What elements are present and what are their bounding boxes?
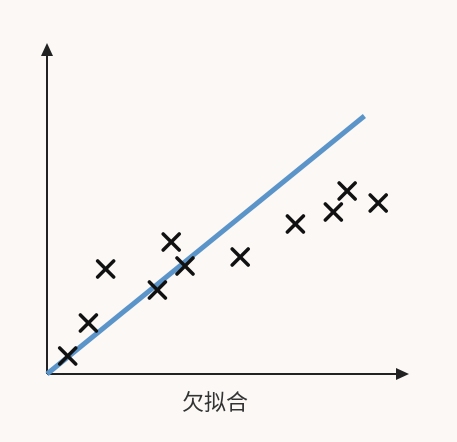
fit-line — [45, 114, 366, 376]
data-point-7 — [230, 247, 250, 267]
axes — [41, 43, 409, 380]
data-point-9 — [323, 202, 344, 222]
data-point-8 — [285, 214, 306, 234]
data-point-10 — [337, 181, 357, 201]
data-point-11 — [368, 193, 388, 213]
data-point-5 — [161, 232, 181, 252]
data-point-6 — [175, 256, 195, 276]
x-axis-arrow-icon — [396, 368, 409, 380]
data-point-3 — [95, 259, 116, 279]
scatter-points — [57, 181, 388, 366]
y-axis-arrow-icon — [41, 43, 53, 56]
data-point-1 — [57, 346, 78, 366]
x-axis-label: 欠拟合 — [182, 391, 248, 416]
fit-line-layer — [45, 114, 366, 376]
data-point-2 — [78, 313, 99, 333]
data-point-4 — [147, 280, 168, 300]
